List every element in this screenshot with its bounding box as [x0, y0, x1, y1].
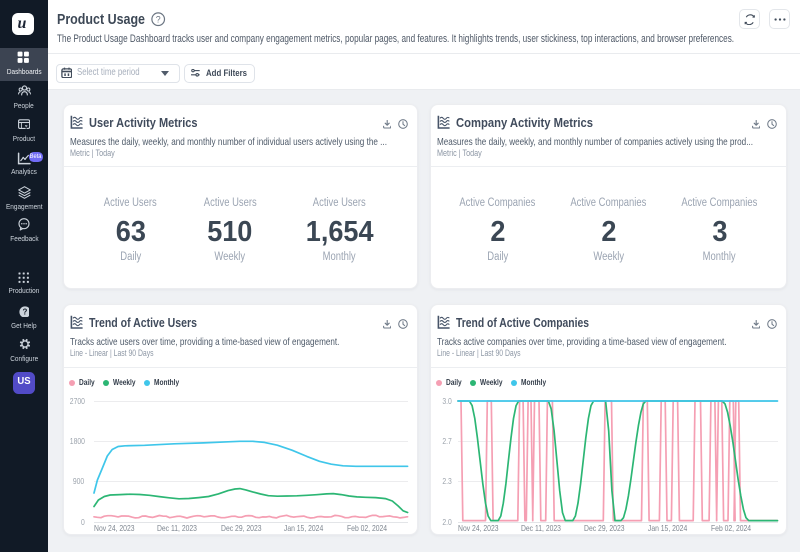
- svg-text:?: ?: [156, 15, 161, 25]
- svg-text:?: ?: [22, 307, 27, 316]
